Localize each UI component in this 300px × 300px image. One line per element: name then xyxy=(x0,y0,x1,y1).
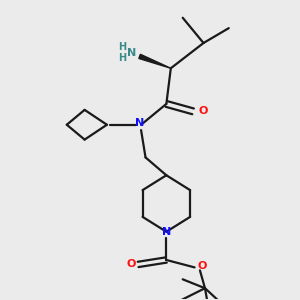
Text: N: N xyxy=(127,47,136,58)
Text: O: O xyxy=(197,261,207,271)
Text: N: N xyxy=(135,118,144,128)
Text: O: O xyxy=(199,106,208,116)
Text: H: H xyxy=(118,43,126,52)
Text: N: N xyxy=(162,227,171,237)
Polygon shape xyxy=(139,54,171,68)
Text: H: H xyxy=(118,53,126,63)
Text: O: O xyxy=(127,260,136,269)
